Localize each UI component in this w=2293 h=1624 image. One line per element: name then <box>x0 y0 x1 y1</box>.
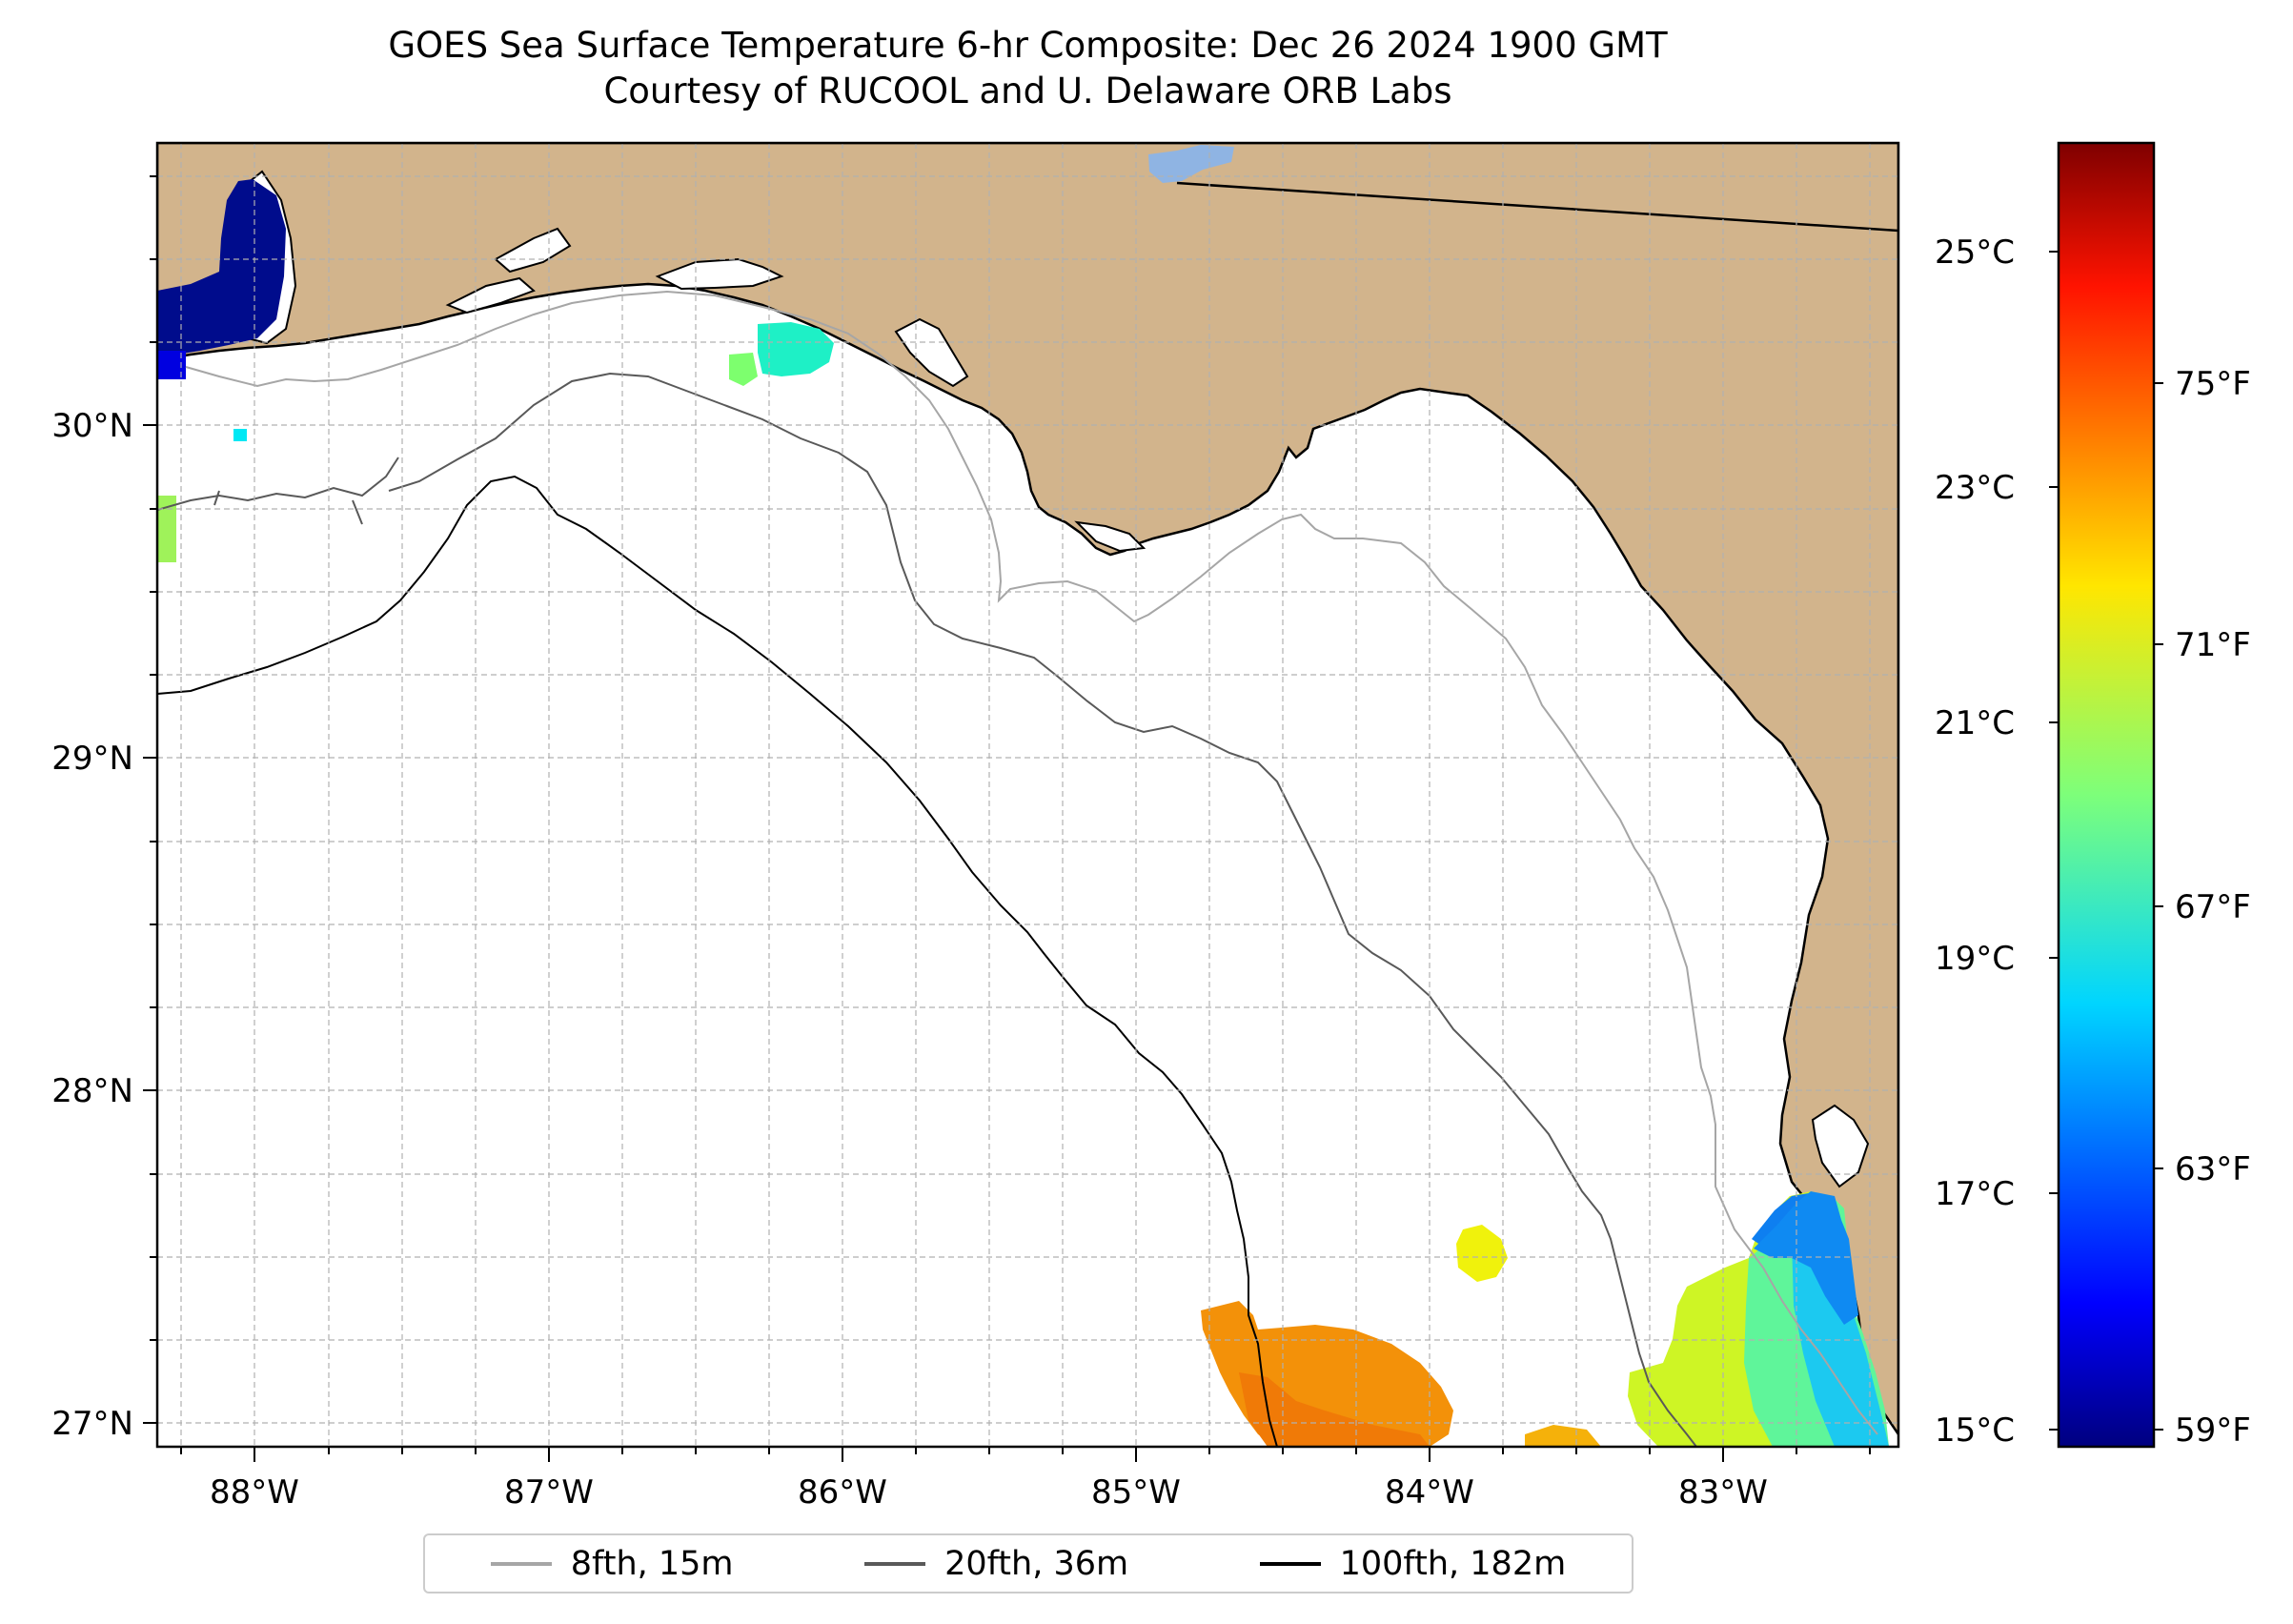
x-axis <box>180 1447 1871 1462</box>
lat-label-29n: 29°N <box>51 740 133 778</box>
fahrenheit-tick-75: 75°F <box>2175 365 2251 403</box>
legend-label-8fth: 8fth, 15m <box>570 1544 734 1583</box>
isobath-100fth <box>157 475 1278 1447</box>
fahrenheit-tick-71: 71°F <box>2175 626 2251 664</box>
map-title: GOES Sea Surface Temperature 6-hr Compos… <box>157 23 1898 114</box>
isobath-20fth <box>388 372 1697 1447</box>
lon-label-84w: 84°W <box>1385 1473 1474 1512</box>
legend-item-8fth: 8fth, 15m <box>490 1544 734 1583</box>
celsius-tick-21: 21°C <box>1935 704 2015 742</box>
tampa-bay <box>1811 1104 1870 1188</box>
legend-item-20fth: 20fth, 36m <box>864 1545 1128 1583</box>
legend-label-100fth: 100fth, 182m <box>1339 1544 1567 1583</box>
lat-label-28n: 28°N <box>51 1072 133 1110</box>
lon-label-86w: 86°W <box>798 1473 887 1512</box>
title-line-1: GOES Sea Surface Temperature 6-hr Compos… <box>388 25 1668 66</box>
grid-lines <box>157 143 1898 1447</box>
lat-label-30n: 30°N <box>51 407 133 445</box>
st-andrew-bay <box>894 317 969 388</box>
celsius-tick-23: 23°C <box>1935 469 2015 507</box>
choctawhatchee-bay <box>655 257 784 291</box>
celsius-tick-25: 25°C <box>1935 233 2015 272</box>
escambia-bay <box>494 227 572 274</box>
lon-label-88w: 88°W <box>210 1473 299 1512</box>
lon-label-83w: 83°W <box>1678 1473 1768 1512</box>
colorbar <box>2057 141 2156 1449</box>
state-boundary <box>1176 181 1898 233</box>
colorbar-ticks <box>2049 251 2163 1431</box>
lon-label-87w: 87°W <box>504 1473 594 1512</box>
land-mass <box>157 143 1898 1437</box>
lon-label-85w: 85°W <box>1091 1473 1181 1512</box>
legend-item-100fth: 100fth, 182m <box>1259 1544 1567 1583</box>
lat-label-27n: 27°N <box>51 1405 133 1443</box>
isobath-legend: 8fth, 15m 20fth, 36m 100fth, 182m <box>423 1533 1634 1594</box>
fahrenheit-tick-59: 59°F <box>2175 1411 2251 1450</box>
isobath-20fth-west <box>157 457 399 525</box>
apalachicola-bay <box>1074 520 1146 553</box>
legend-swatch-20fth <box>864 1561 926 1566</box>
pensacola-bay <box>445 276 536 315</box>
sst-data-patches <box>157 145 1889 1447</box>
legend-swatch-100fth <box>1259 1561 1321 1566</box>
legend-label-20fth: 20fth, 36m <box>944 1544 1129 1583</box>
y-axis <box>143 175 157 1424</box>
fahrenheit-tick-67: 67°F <box>2175 888 2251 926</box>
fahrenheit-tick-63: 63°F <box>2175 1150 2251 1188</box>
celsius-tick-15: 15°C <box>1935 1411 2015 1450</box>
legend-swatch-8fth <box>490 1561 552 1566</box>
isobath-8fth <box>185 290 1878 1435</box>
celsius-tick-19: 19°C <box>1935 940 2015 978</box>
map-border <box>155 141 1900 1449</box>
celsius-tick-17: 17°C <box>1935 1175 2015 1213</box>
title-line-2: Courtesy of RUCOOL and U. Delaware ORB L… <box>603 71 1452 112</box>
